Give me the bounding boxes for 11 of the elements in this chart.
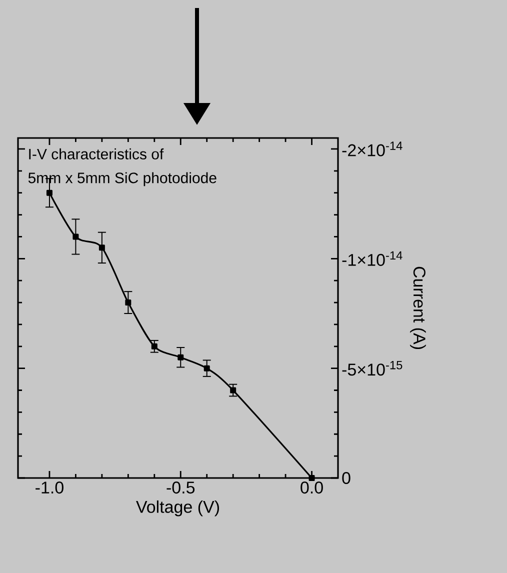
annotation: 5mm x 5mm SiC photodiode bbox=[28, 172, 216, 186]
y-tick-label: -1×10$^{-14}$ bbox=[342, 251, 402, 266]
y-tick-label: -5×10$^{-15}$ bbox=[342, 361, 402, 376]
x-tick-label: -1.0 bbox=[36, 482, 64, 494]
y-tick-label: 0 bbox=[342, 472, 350, 484]
y-axis-title: Current (A) bbox=[410, 266, 426, 349]
x-axis-title: Voltage (V) bbox=[136, 500, 219, 516]
x-tick-label: 0.0 bbox=[300, 482, 323, 494]
x-tick-label: -0.5 bbox=[166, 482, 195, 494]
y-tick-label: -2×10$^{-14}$ bbox=[342, 142, 402, 156]
annotation: I-V characteristics of bbox=[29, 148, 164, 160]
